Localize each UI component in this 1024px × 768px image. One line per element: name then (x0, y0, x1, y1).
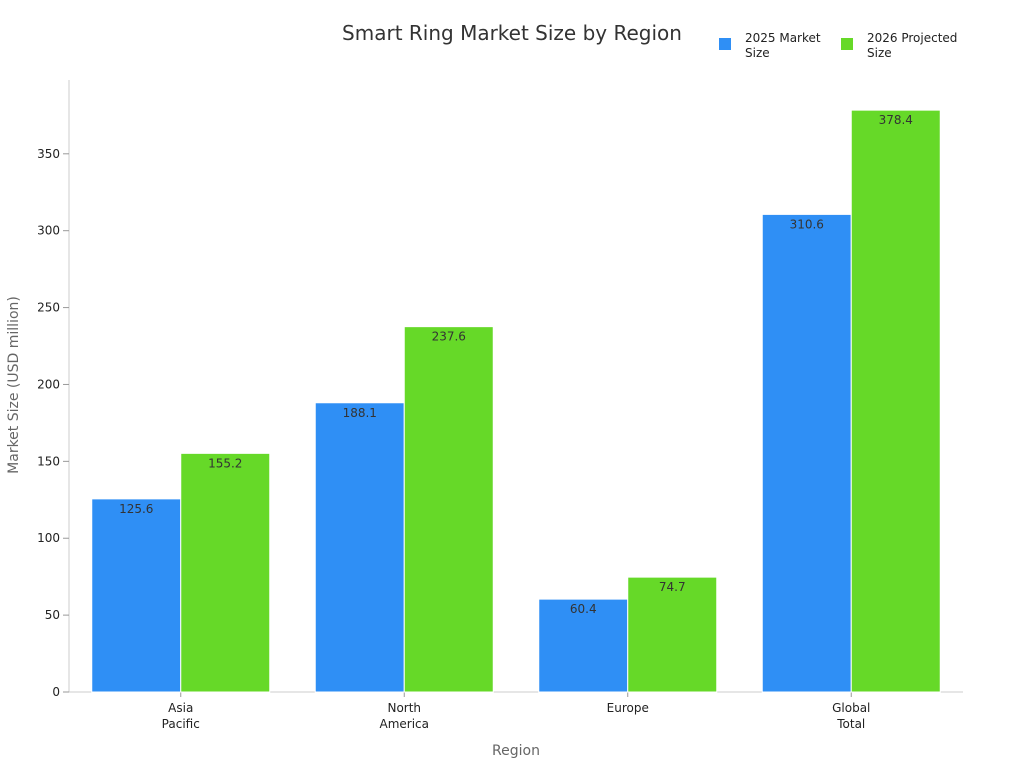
bar (314, 402, 405, 693)
y-axis: 0 50 100 150 200 250 300 350 (37, 80, 70, 699)
bar (403, 326, 494, 693)
data-label: 237.6 (432, 330, 466, 344)
chart-title: Smart Ring Market Size by Region (342, 21, 682, 45)
y-tick-label: 0 (52, 685, 60, 699)
bars: 125.6 155.2 188.1 237.6 60.4 74.7 310.6 378.4 (91, 109, 941, 693)
data-label: 60.4 (570, 602, 597, 616)
x-tick-label-line: America (380, 717, 430, 731)
legend-label: 2025 Market Size (745, 31, 821, 60)
legend-label-line: 2026 Projected (867, 31, 957, 45)
bar (180, 452, 271, 693)
x-tick-label-line: Total (836, 717, 865, 731)
x-axis-title: Region (492, 743, 540, 759)
x-tick-label: North America (380, 701, 430, 731)
data-label: 125.6 (119, 502, 153, 516)
bar (91, 498, 182, 693)
y-axis-title: Market Size (USD million) (6, 296, 22, 474)
legend-label-line: 2025 Market (745, 31, 821, 45)
legend-label-line: Size (867, 46, 892, 60)
y-tick-label: 100 (37, 531, 60, 545)
legend-label-line: Size (745, 46, 770, 60)
data-label: 155.2 (208, 456, 242, 470)
y-tick-label: 250 (37, 301, 60, 315)
x-tick-label-line: Pacific (162, 717, 200, 731)
x-tick-label-line: Global (832, 701, 870, 715)
x-tick-label-line: Europe (607, 701, 649, 715)
y-tick-label: 350 (37, 147, 60, 161)
data-label: 74.7 (659, 580, 686, 594)
x-tick-label: Global Total (832, 701, 870, 731)
x-tick-label: Asia Pacific (162, 701, 200, 731)
legend-swatch (719, 38, 731, 50)
x-tick-label-line: North (387, 701, 421, 715)
bar (850, 109, 941, 693)
x-tick-label: Europe (607, 701, 649, 715)
y-tick-label: 50 (45, 608, 60, 622)
legend-label: 2026 Projected Size (867, 31, 957, 60)
data-label: 378.4 (879, 113, 913, 127)
y-tick-label: 300 (37, 224, 60, 238)
data-label: 188.1 (343, 406, 377, 420)
y-tick-label: 150 (37, 454, 60, 468)
bar (761, 213, 852, 693)
bar (627, 576, 718, 693)
x-tick-label-line: Asia (168, 701, 193, 715)
data-label: 310.6 (790, 217, 824, 231)
legend-swatch (841, 38, 853, 50)
x-axis: Asia Pacific North America Europe Global Total (69, 691, 963, 731)
y-tick-label: 200 (37, 377, 60, 391)
